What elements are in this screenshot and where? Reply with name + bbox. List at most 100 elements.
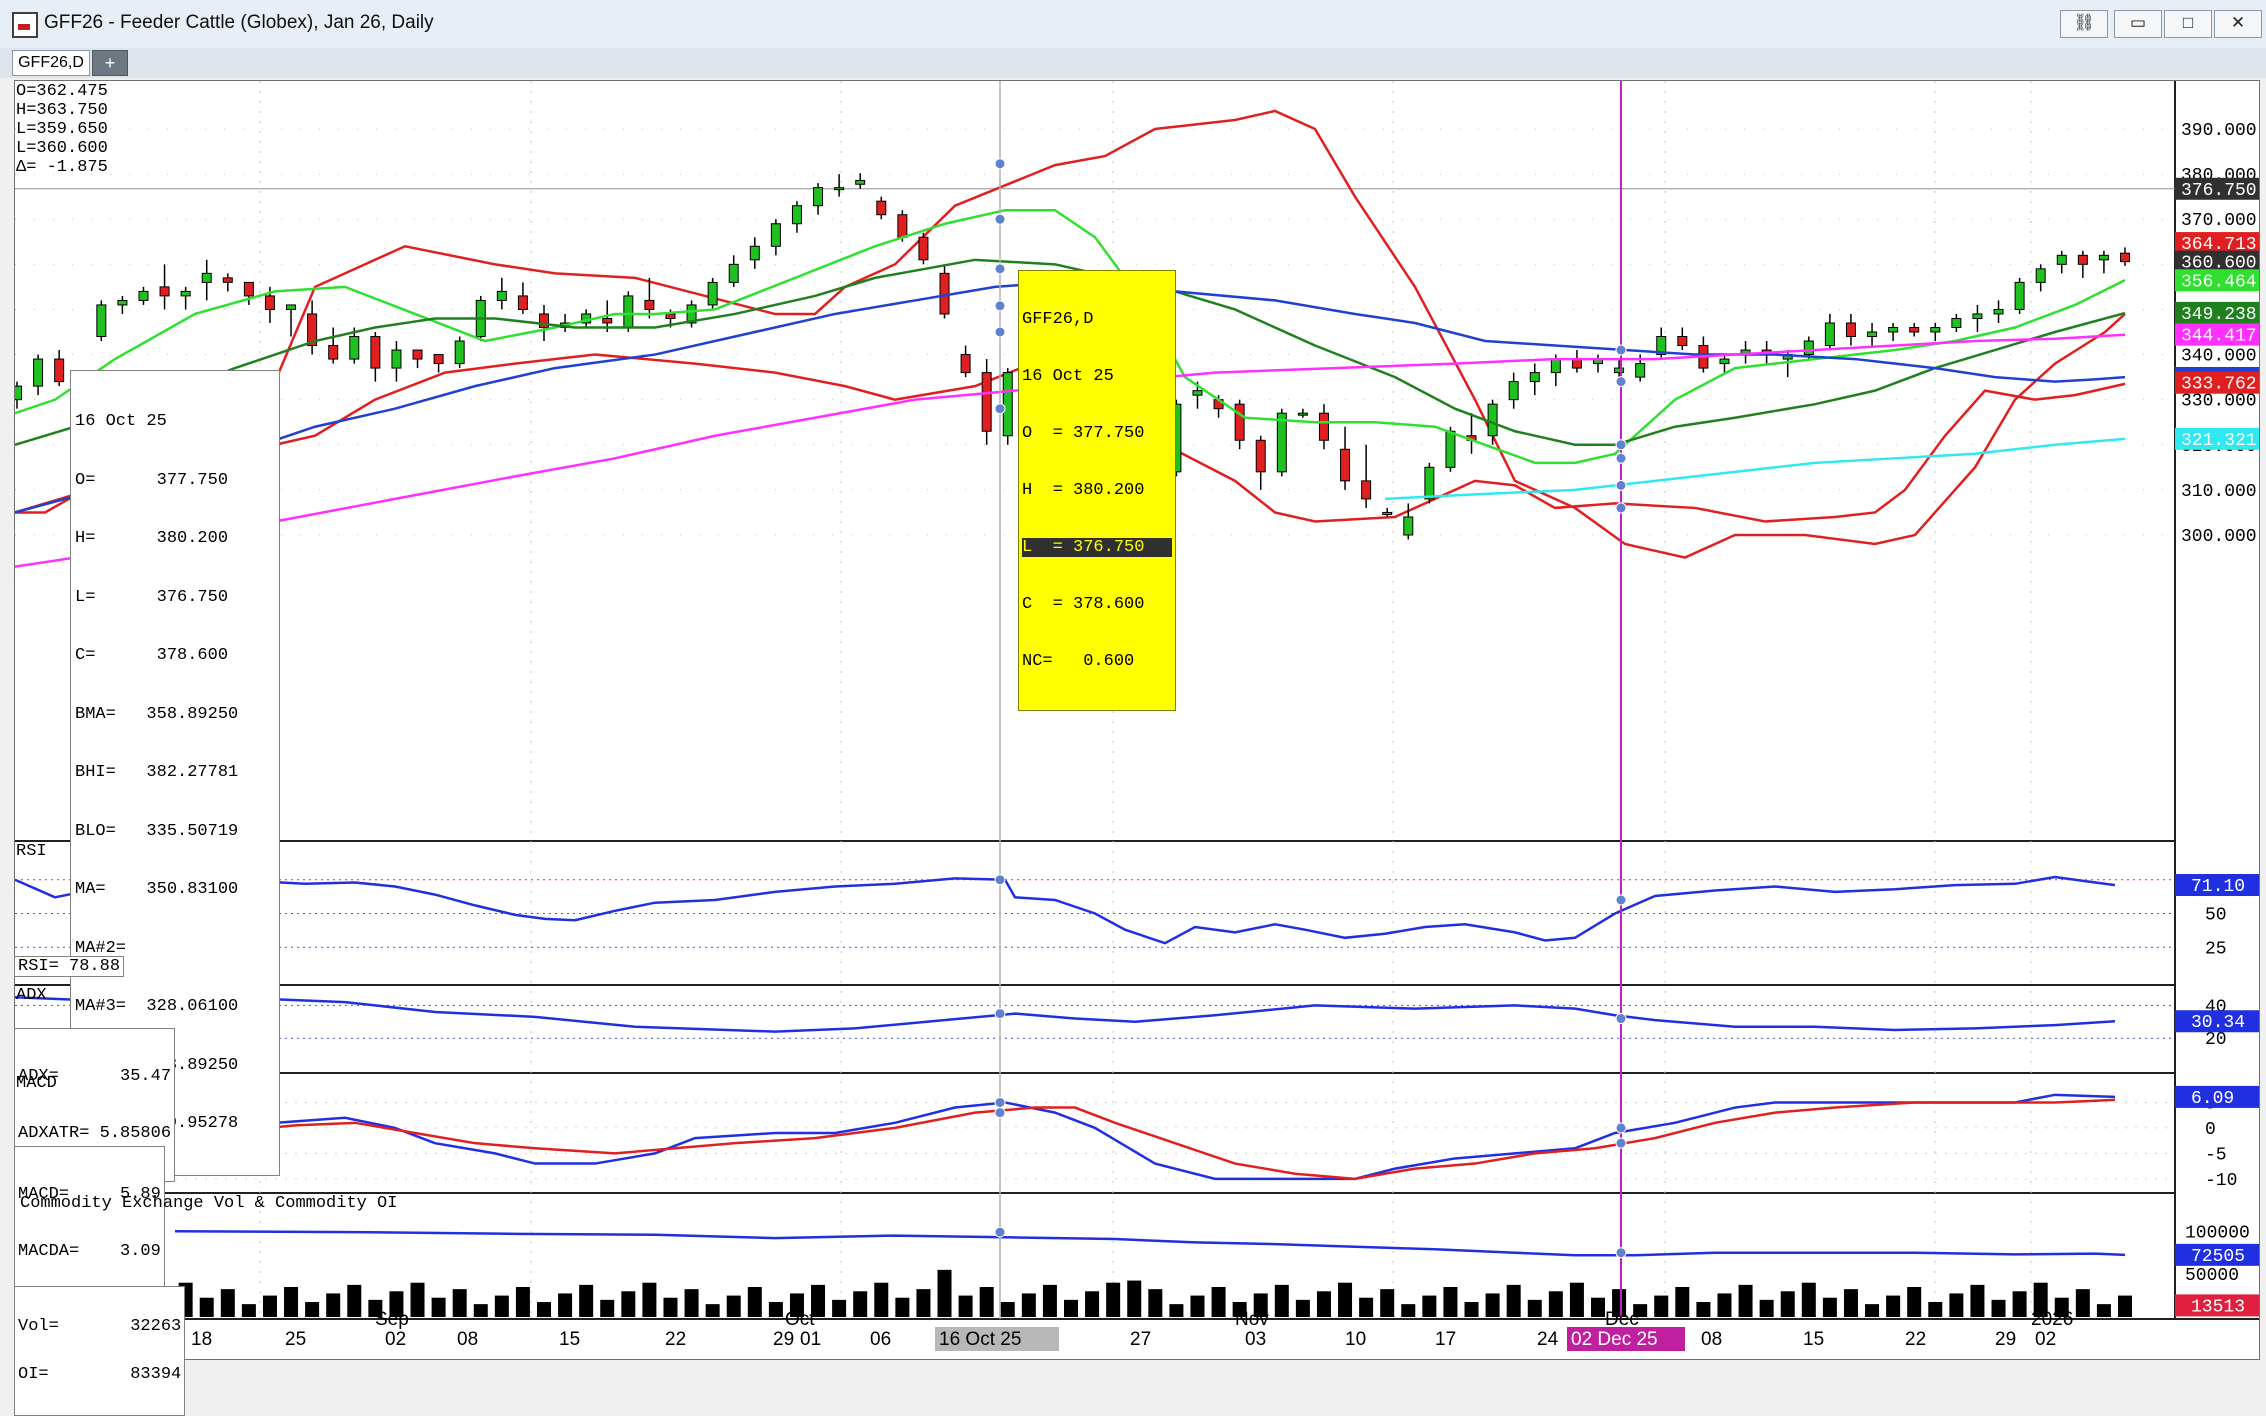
volume-bar xyxy=(958,1295,973,1317)
candle-down xyxy=(1087,363,1098,414)
candle-up xyxy=(1171,403,1182,473)
volume-bar xyxy=(1422,1295,1437,1317)
candle-up xyxy=(1972,313,1983,319)
volume-bar xyxy=(1886,1295,1901,1317)
volume-bar xyxy=(2033,1282,2048,1317)
candle-down xyxy=(960,354,971,374)
cursor-marker xyxy=(1615,344,1627,356)
candle-up xyxy=(1403,516,1414,536)
tab-bar: GFF26,D + xyxy=(0,48,2266,78)
volume-bar xyxy=(1612,1289,1627,1317)
cursor-marker xyxy=(994,403,1006,415)
candle-down xyxy=(370,336,381,369)
volume-bar xyxy=(1949,1293,1964,1317)
candle-up xyxy=(855,179,866,185)
candle-up xyxy=(770,223,781,247)
cursor-date-tag-oct xyxy=(935,1327,1059,1351)
candle-up xyxy=(728,263,739,283)
vol-tick-label: 100000 xyxy=(2185,1223,2250,1243)
date-tick-label: 10 xyxy=(1345,1329,1366,1350)
macd-tick-label: -5 xyxy=(2205,1145,2227,1165)
candle-up xyxy=(454,340,465,365)
volume-bar xyxy=(262,1295,277,1317)
volume-bar xyxy=(579,1284,594,1317)
volume-bar xyxy=(1316,1291,1331,1317)
volume-bar xyxy=(115,1284,130,1317)
volume-bar xyxy=(979,1287,994,1317)
candle-up xyxy=(1445,430,1456,468)
candle-down xyxy=(1108,412,1119,464)
candle-down xyxy=(54,358,65,383)
date-tick-label: 27 xyxy=(1130,1329,1151,1350)
candle-down xyxy=(1361,480,1372,500)
candle-up xyxy=(707,281,718,306)
minimize-button[interactable]: ▭ xyxy=(2114,10,2162,38)
candle-up xyxy=(2014,281,2025,310)
date-tick-label: 24 xyxy=(1537,1329,1559,1350)
cursor-marker xyxy=(1615,1137,1627,1149)
volume-bar xyxy=(1085,1291,1100,1317)
candle-down xyxy=(1677,336,1688,347)
candle-down xyxy=(328,345,339,360)
cursor-date-oct: 16 Oct 25 xyxy=(939,1329,1021,1350)
candle-up xyxy=(2035,268,2046,283)
candle-up xyxy=(1614,367,1625,374)
price-badge xyxy=(2175,301,2259,324)
date-tick-label: 29 xyxy=(1995,1329,2016,1350)
volume-bar xyxy=(1380,1289,1395,1317)
candle-up xyxy=(813,187,824,207)
volume-bar xyxy=(1232,1302,1247,1317)
candle-up xyxy=(1803,340,1814,356)
volume-bar xyxy=(2012,1291,2027,1317)
candle-up xyxy=(2056,254,2067,265)
volume-bar xyxy=(52,1287,67,1317)
volume-bar xyxy=(1907,1287,1922,1317)
volume-bar xyxy=(1106,1282,1121,1317)
app-icon xyxy=(12,12,38,38)
volume-bar xyxy=(642,1282,657,1317)
candle-down xyxy=(2077,254,2088,265)
volume-bar xyxy=(1822,1297,1837,1317)
macd-badge-label: 6.09 xyxy=(2191,1089,2234,1109)
cursor-date-dec: 02 Dec 25 xyxy=(1571,1329,1658,1350)
volume-bar xyxy=(473,1304,488,1317)
bollinger-lower-line xyxy=(15,348,2126,523)
vol-badge-label: 13513 xyxy=(2191,1297,2245,1317)
candle-down xyxy=(602,317,613,324)
link-button[interactable]: ⛓ xyxy=(2060,10,2108,38)
cursor-marker xyxy=(994,1107,1006,1119)
volume-bar xyxy=(1000,1302,1015,1317)
maximize-button[interactable]: □ xyxy=(2164,10,2212,38)
candle-up xyxy=(1297,412,1308,416)
adx-line xyxy=(15,995,2116,1033)
volume-bar xyxy=(621,1291,636,1317)
rsi-line xyxy=(15,875,2116,945)
price-tick-label: 390.000 xyxy=(2181,121,2257,141)
volume-bar xyxy=(832,1299,847,1317)
volume-bar xyxy=(347,1284,362,1317)
volume-bar xyxy=(937,1269,952,1317)
candle-up xyxy=(391,349,402,369)
volume-bar xyxy=(537,1302,551,1317)
volume-bar xyxy=(1359,1297,1374,1317)
candle-up xyxy=(1888,326,1899,333)
volume-bar xyxy=(515,1287,530,1317)
close-button[interactable]: ✕ xyxy=(2214,10,2262,38)
chart-area[interactable]: 390.000380.000370.000360.000350.000340.0… xyxy=(14,80,2260,1360)
price-tick-label: 310.000 xyxy=(2181,482,2257,502)
volume-bar xyxy=(326,1293,341,1317)
date-tick-label: 03 xyxy=(1245,1329,1266,1350)
cursor-marker xyxy=(1615,1013,1627,1025)
vol-tick-label: 50000 xyxy=(2185,1266,2239,1286)
add-tab-button[interactable]: + xyxy=(92,50,128,76)
tab-gff26[interactable]: GFF26,D xyxy=(12,50,90,76)
volume-bar xyxy=(389,1291,404,1317)
candle-up xyxy=(1002,372,1013,437)
volume-bar xyxy=(789,1293,804,1317)
volume-bar xyxy=(241,1304,256,1317)
volume-bar xyxy=(94,1293,109,1317)
chart-canvas[interactable]: 390.000380.000370.000360.000350.000340.0… xyxy=(15,81,2259,1359)
candle-up xyxy=(117,299,128,306)
cursor-marker xyxy=(994,1008,1006,1020)
candle-up xyxy=(1192,390,1203,396)
